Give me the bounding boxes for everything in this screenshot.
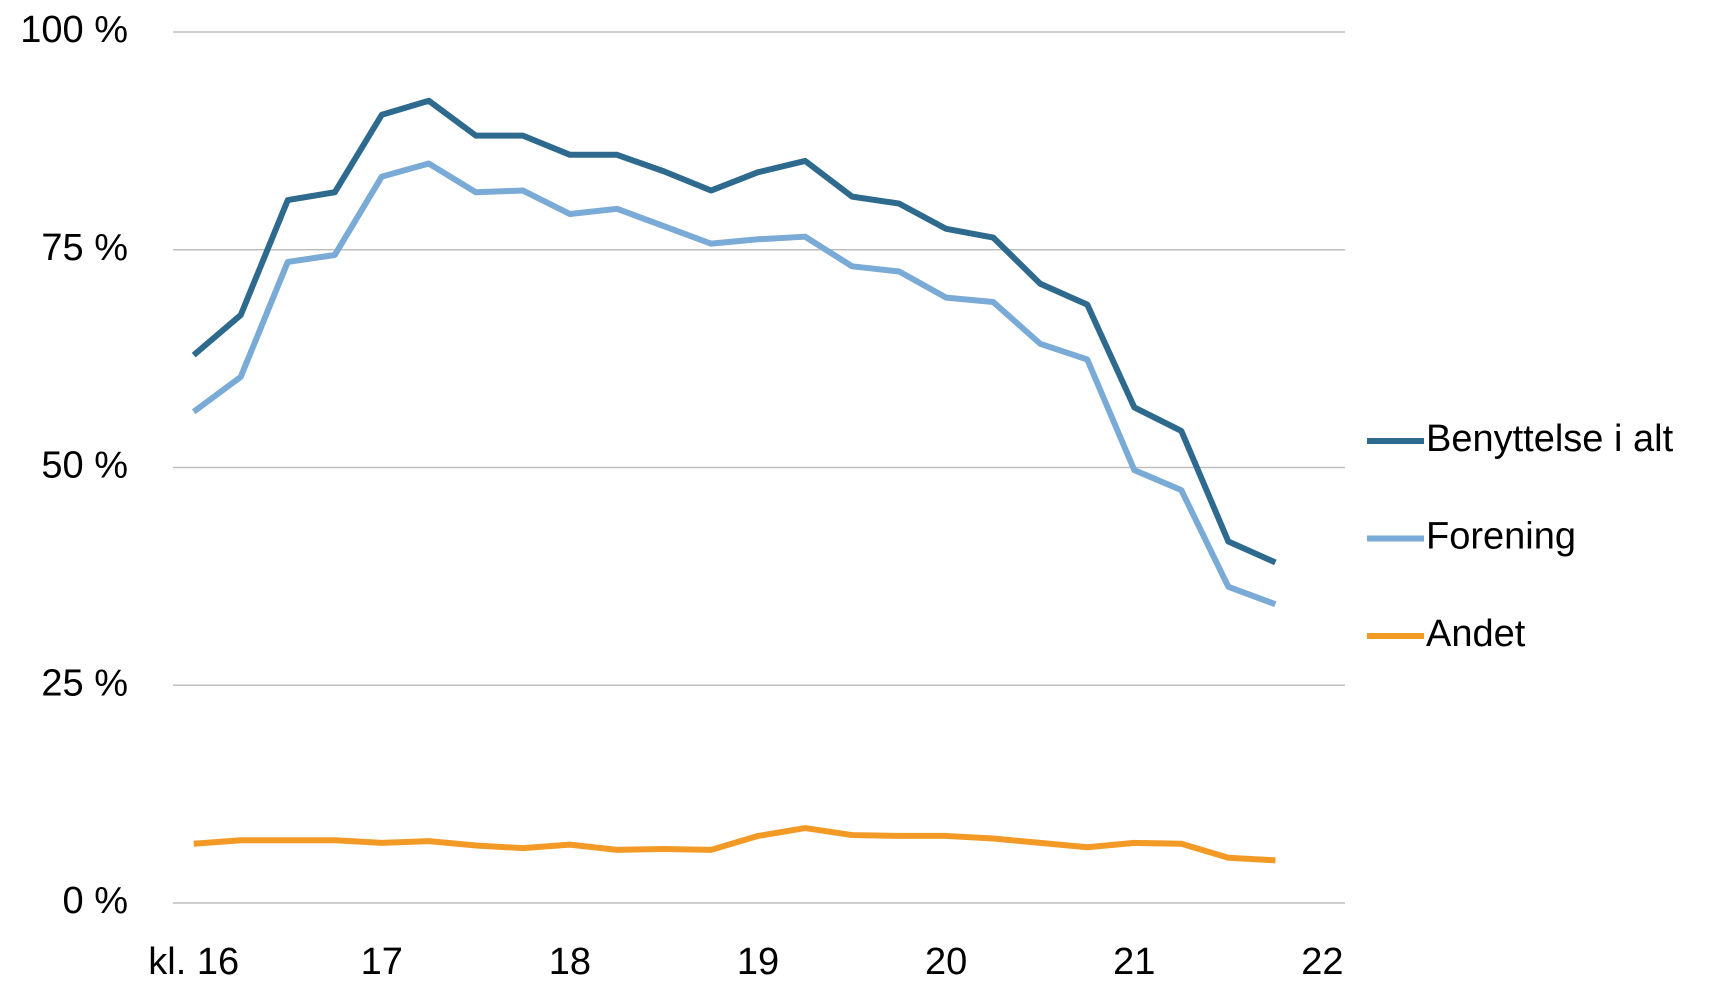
y-tick-label: 75 %	[41, 227, 128, 269]
x-tick-label: 20	[925, 941, 967, 982]
y-tick-label: 0 %	[63, 880, 128, 922]
x-tick-label: kl. 16	[148, 941, 239, 982]
y-tick-label: 100 %	[20, 9, 128, 51]
legend-label: Andet	[1426, 613, 1526, 655]
legend-label: Forening	[1426, 516, 1576, 558]
line-series	[191, 97, 1277, 566]
x-tick-label: 19	[737, 941, 779, 982]
x-tick-label: 17	[361, 941, 403, 982]
line-series	[191, 160, 1277, 608]
y-tick-label: 50 %	[41, 445, 128, 487]
x-tick-label: 22	[1301, 941, 1343, 982]
line-series	[193, 825, 1276, 864]
x-tick-label: 21	[1113, 941, 1155, 982]
legend-label: Benyttelse i alt	[1426, 418, 1674, 460]
x-tick-label: 18	[549, 941, 591, 982]
y-tick-label: 25 %	[41, 662, 128, 704]
